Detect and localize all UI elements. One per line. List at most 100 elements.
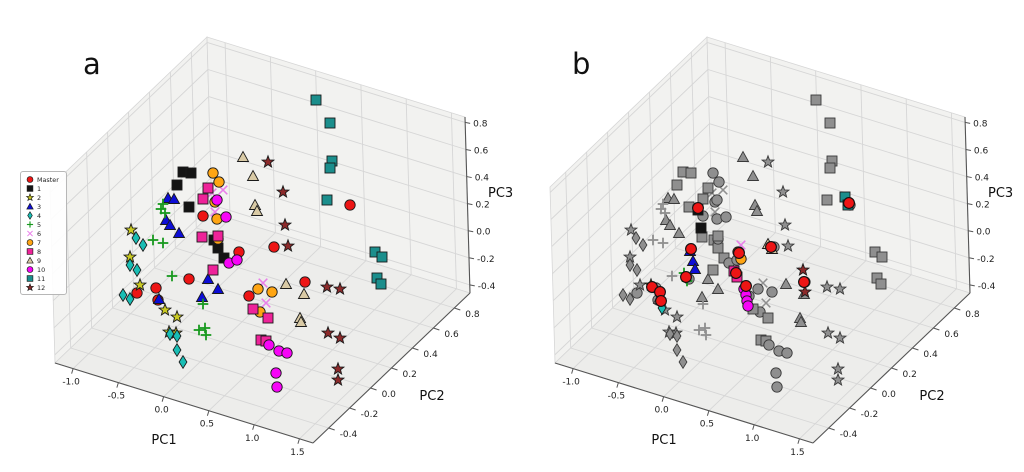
panel-a-z-tick [466, 176, 472, 179]
panel-b-gray-point-9 [750, 204, 764, 216]
panel-a-point-8 [197, 193, 209, 205]
panel-a-point-Master [150, 282, 162, 294]
panel-a-point-4 [131, 230, 141, 246]
panel-a-point-10 [270, 367, 282, 379]
panel-a-y-tick-label: 0.2 [403, 370, 417, 380]
panel-b-y-tick [954, 307, 961, 311]
panel-b-grid-line [633, 287, 892, 369]
panel-b-x-tick-label: -0.5 [608, 392, 626, 402]
panel-b-master-overlay [680, 271, 692, 283]
panel-a-point-6 [210, 207, 220, 217]
panel-b-z-axis [964, 116, 971, 294]
legend-label-9: 9 [37, 256, 42, 265]
panel-a-z-axis-label: PC3 [488, 186, 513, 201]
panel-a-z-tick [469, 284, 475, 287]
panel-b-gray-point-7 [752, 283, 764, 295]
panel-a-z-tick-label: 0.2 [475, 201, 489, 211]
legend-marker-square-icon [26, 248, 34, 255]
panel-b-grid-line [905, 98, 912, 275]
legend-label-2: 2 [37, 193, 42, 202]
panel-b-gray-point-4 [672, 342, 682, 358]
panel-a-z-tick [465, 149, 472, 151]
legend-item-4: 4 [23, 211, 64, 220]
panel-b-grid-line [707, 69, 967, 150]
panel-b-highlight-3 [688, 262, 702, 274]
panel-a-y-tick [328, 427, 335, 431]
legend-item-7: 7 [23, 238, 64, 247]
panel-a-point-1 [185, 167, 197, 179]
panel-b-master-overlay [730, 267, 742, 279]
panel-a-point-3 [163, 218, 177, 230]
panel-a-point-11 [310, 94, 322, 106]
panel-b-gray-point-4 [625, 257, 635, 273]
panel-b-x-tick [752, 424, 755, 430]
panel-a-point-10 [263, 339, 275, 351]
panel-a-y-tick [433, 327, 440, 331]
panel-b-z-axis-label: PC3 [988, 186, 1013, 201]
panel-b-y-tick-label: 0.4 [923, 350, 938, 360]
panel-a-point-8 [207, 264, 219, 276]
panel-a-point-9 [250, 204, 264, 216]
panel-b-highlight-10 [742, 300, 754, 312]
panel-b-gray-point-7 [713, 176, 725, 188]
panel-b-gray-point-8 [696, 231, 708, 243]
panel-b-y-tick-label: 0.0 [882, 390, 897, 400]
legend-glyph [26, 256, 34, 264]
legend-marker-triangle-icon [26, 202, 34, 210]
panel-a-x-tick-label: 1.5 [290, 448, 304, 458]
panel-a-point-9 [246, 169, 260, 181]
panel-b-gray-point-12 [780, 238, 796, 253]
panel-a-y-tick [370, 387, 377, 391]
panel-b-grid-line [950, 112, 957, 289]
panel-a-y-tick-label: -0.2 [361, 410, 379, 420]
panel-a-grid-line [190, 51, 197, 229]
legend-item-8: 8 [23, 247, 64, 256]
panel-b-gray-point-10 [720, 211, 732, 223]
panel-b-gray-point-10 [763, 339, 775, 351]
legend-item-9: 9 [23, 256, 64, 265]
panel-b-x-tick-label: 0.5 [700, 420, 714, 430]
legend-glyph [25, 283, 35, 292]
panel-a-point-12 [332, 281, 348, 296]
panel-a-point-2 [132, 277, 148, 292]
panel-b-gray-point-11 [824, 162, 836, 174]
panel-a-point-12 [280, 238, 296, 253]
legend-glyph [25, 193, 35, 202]
panel-a-grid-line [211, 204, 470, 286]
legend-item-10: 10 [23, 265, 64, 274]
panel-b-z-tick-label: 0.4 [975, 174, 990, 184]
panel-b-y-tick [891, 367, 898, 371]
panel-b-y-tick [912, 347, 919, 351]
panel-b-y-tick [849, 407, 856, 411]
panel-b-x-tick [706, 410, 710, 416]
panel-a-grid-line [405, 98, 412, 275]
panel-a-grid-line [107, 131, 114, 309]
legend-glyph [26, 202, 34, 210]
legend-glyph [26, 275, 34, 282]
panel-b-gray-point-3 [695, 290, 709, 302]
panel-b-y-tick-label: -0.2 [861, 410, 879, 420]
panel-b-z-tick-label: 0.2 [975, 201, 989, 211]
panel-b-gray-point-12 [832, 281, 848, 296]
panel-a-point-4 [132, 262, 142, 278]
panel-a-z-tick [468, 257, 475, 260]
panel-a-grid-line [51, 96, 210, 247]
panel-b-x-axis [554, 362, 814, 444]
panel-b-grid-line [669, 71, 676, 249]
legend-marker-x-icon [27, 230, 33, 237]
panel-a-z-tick-label: -0.2 [477, 255, 495, 265]
legend-marker-thin_diamond-icon [27, 211, 33, 220]
panel-a-point-Master [183, 273, 195, 285]
panel-a-grid-line [169, 71, 176, 249]
legend-marker-star-icon [25, 283, 35, 292]
panel-b-gray-point-3 [701, 272, 715, 284]
panel-a-grid-line [70, 347, 329, 429]
panel-b-z-tick-label: -0.2 [977, 255, 995, 265]
legend-item-1: 1 [23, 184, 64, 193]
panel-b-gray-point-10 [711, 194, 723, 206]
panel-a-point-Master [243, 290, 255, 302]
panel-b-y-tick [870, 387, 877, 391]
panel-b-highlight-1 [695, 222, 707, 234]
legend-label-3: 3 [37, 202, 42, 211]
